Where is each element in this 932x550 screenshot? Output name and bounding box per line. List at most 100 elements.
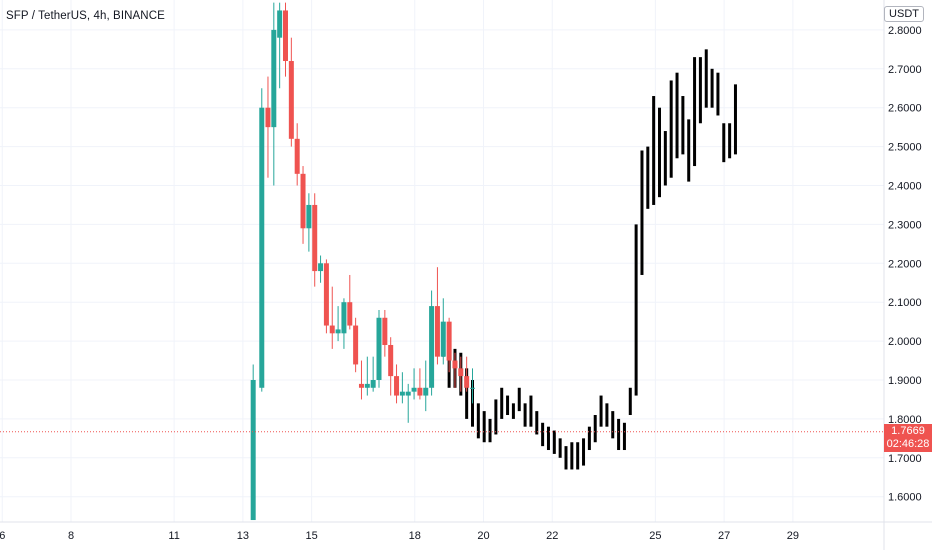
candle-down (464, 356, 470, 392)
candle-body (259, 107, 265, 388)
projection-bar (476, 403, 480, 439)
candle-down (294, 123, 300, 186)
candle-up (411, 368, 417, 400)
projection-bar (465, 368, 469, 419)
candle-body (382, 317, 388, 345)
projection-bar (523, 403, 527, 427)
candle-down (358, 360, 364, 400)
projection-bar (494, 399, 498, 435)
candle-body (405, 391, 411, 396)
candle-down (283, 2, 288, 77)
candle-up (405, 383, 411, 423)
candle-body (411, 387, 417, 392)
candle-body (300, 173, 306, 229)
projection-bar (687, 119, 691, 182)
candle-body (288, 61, 294, 139)
projection-bar (733, 84, 737, 155)
candle-down (288, 37, 294, 147)
candle-up (440, 298, 446, 365)
projection-bar (663, 131, 667, 186)
candle-body (470, 387, 475, 389)
candle-up (370, 356, 376, 392)
projection-bar (587, 426, 591, 451)
candle-up (306, 193, 312, 252)
x-tick-label: 6 (0, 530, 5, 542)
candle-down (323, 259, 329, 334)
y-tick-label: 1.9000 (888, 375, 922, 387)
projection-bar (634, 224, 638, 396)
candle-up (423, 360, 429, 412)
y-tick-label: 2.0000 (888, 336, 922, 348)
candle-body (318, 263, 324, 272)
candle-body (388, 344, 394, 377)
projection-bar (558, 438, 562, 458)
candle-down (329, 286, 335, 349)
projection-bar (511, 403, 515, 419)
candles (250, 2, 475, 521)
x-tick-label: 25 (649, 530, 661, 542)
projection-bar (535, 411, 539, 435)
candle-up (277, 2, 283, 89)
projection-bar (628, 387, 632, 416)
current-price-badge: 1.7669 02:46:28 (884, 423, 932, 452)
candle-body (458, 368, 464, 377)
candle-body (434, 306, 440, 357)
candle-up (318, 255, 324, 283)
candle-up (470, 368, 475, 404)
projection-bar (552, 430, 556, 454)
projection-bar (570, 442, 574, 470)
candle-body (358, 383, 364, 388)
candle-body (347, 302, 353, 326)
y-tick-label: 2.1000 (888, 297, 922, 309)
projection-bar (605, 403, 609, 427)
candle-down (458, 356, 464, 392)
projection-bar (564, 446, 568, 470)
candle-down (347, 274, 353, 330)
candle-down (434, 267, 440, 365)
candle-down (446, 317, 452, 373)
chart-title: SFP / TetherUS, 4h, BINANCE (6, 10, 165, 22)
projection-bar (728, 123, 732, 159)
x-tick-label: 11 (168, 530, 179, 542)
bar-countdown: 02:46:28 (886, 437, 930, 450)
candle-body (364, 383, 370, 388)
x-tick-label: 22 (546, 530, 558, 542)
y-tick-label: 1.6000 (888, 492, 922, 504)
x-tick-label: 27 (718, 530, 730, 542)
candle-down (300, 166, 306, 244)
projection-bar (675, 72, 679, 159)
projection-bar (582, 438, 586, 466)
candle-up (259, 88, 265, 392)
projection-bar (506, 395, 510, 416)
projection-bar (599, 395, 603, 427)
candle-body (283, 10, 288, 62)
candle-up (376, 309, 382, 388)
currency-label[interactable]: USDT (884, 6, 924, 22)
candle-down (353, 317, 359, 373)
candle-body (294, 138, 300, 174)
projection-bar (658, 107, 661, 198)
candle-down (394, 364, 400, 404)
candle-body (265, 107, 271, 128)
x-tick-label: 15 (306, 530, 318, 542)
projection-bar (541, 422, 545, 447)
candle-body (417, 387, 423, 396)
x-tick-label: 20 (477, 530, 489, 542)
projection-bar (704, 49, 708, 108)
y-tick-label: 2.6000 (888, 103, 922, 115)
y-tick-label: 2.5000 (888, 142, 922, 154)
candle-body (423, 387, 429, 396)
candle-down (417, 368, 423, 400)
candle-body (271, 29, 277, 128)
projection-bar (593, 415, 597, 443)
candle-up (335, 306, 341, 342)
y-tick-label: 2.2000 (888, 258, 922, 270)
projection-bar (652, 96, 656, 205)
projection-bar (500, 387, 504, 419)
y-tick-label: 2.8000 (888, 25, 922, 37)
x-tick-label: 29 (787, 530, 799, 542)
candle-up (250, 364, 256, 521)
